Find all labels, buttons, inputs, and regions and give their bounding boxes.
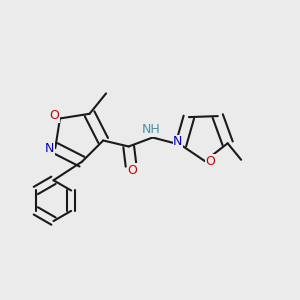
Text: N: N	[45, 142, 54, 154]
Text: O: O	[205, 154, 215, 168]
Text: O: O	[50, 109, 59, 122]
Text: NH: NH	[142, 124, 161, 136]
Text: O: O	[128, 164, 137, 177]
Text: N: N	[173, 135, 183, 148]
